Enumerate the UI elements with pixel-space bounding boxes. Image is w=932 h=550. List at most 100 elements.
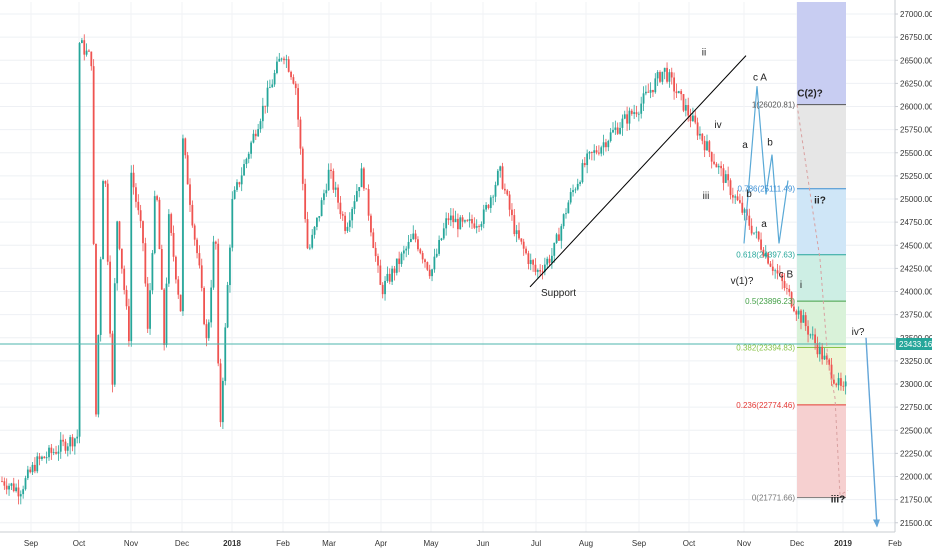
candle: [605, 138, 607, 152]
candle: [344, 211, 346, 235]
candle: [285, 54, 288, 69]
candle: [358, 187, 361, 198]
candle: [673, 72, 675, 100]
candle: [304, 178, 307, 223]
projection-arrowhead-icon: [873, 519, 880, 528]
support-line[interactable]: [529, 55, 747, 288]
candle: [238, 181, 241, 188]
candle: [607, 139, 610, 152]
candle: [45, 451, 48, 464]
candle: [273, 69, 276, 87]
candle: [668, 69, 671, 88]
candle: [757, 231, 760, 242]
candle: [588, 151, 591, 160]
wave-path[interactable]: [743, 86, 789, 244]
candle: [630, 108, 633, 116]
candle: [818, 342, 821, 362]
candle: [548, 254, 551, 267]
candle: [88, 49, 90, 52]
candle: [38, 453, 41, 466]
candle: [649, 82, 652, 99]
candle: [177, 276, 180, 299]
fib-zones: [797, 2, 846, 499]
wave-label: c A: [753, 73, 767, 84]
candle: [802, 309, 805, 323]
x-tick-label: Sep: [632, 539, 647, 548]
candle: [814, 328, 816, 350]
candle: [804, 312, 807, 331]
candle: [283, 56, 285, 65]
candle: [522, 238, 525, 256]
candle: [186, 151, 189, 185]
candle: [261, 97, 264, 129]
candle: [595, 145, 598, 155]
candle: [492, 194, 495, 206]
candle: [386, 266, 389, 283]
y-tick-label: 25000.00: [900, 195, 932, 204]
candle: [62, 434, 64, 447]
candle: [395, 258, 398, 276]
candle: [252, 129, 255, 144]
x-tick-label: 2019: [834, 539, 852, 548]
y-tick-label: 22750.00: [900, 403, 932, 412]
candle: [734, 194, 737, 204]
candle: [565, 208, 567, 219]
candle: [539, 264, 542, 276]
candle: [71, 434, 74, 452]
fib-level-label: 0.5(23896.23): [745, 297, 795, 306]
candle: [276, 56, 278, 75]
candle: [562, 213, 565, 229]
candle: [811, 326, 814, 340]
candle: [205, 319, 208, 347]
candle: [172, 225, 175, 262]
candle: [320, 197, 323, 217]
candle: [341, 211, 344, 221]
candle: [769, 260, 772, 268]
candle: [179, 294, 182, 312]
x-tick-label: 2018: [223, 539, 241, 548]
candle: [431, 268, 433, 282]
candle: [800, 309, 802, 330]
candle: [619, 122, 621, 135]
candle: [189, 178, 191, 212]
candle: [468, 212, 471, 228]
candle: [426, 261, 429, 272]
candle: [363, 166, 365, 191]
candle: [654, 73, 657, 94]
candle: [271, 79, 274, 88]
candle: [240, 167, 243, 192]
candle: [410, 234, 412, 243]
candle: [466, 219, 469, 222]
wave-label: iv: [714, 120, 721, 131]
candle: [50, 444, 53, 460]
x-tick-label: Aug: [579, 539, 593, 548]
candle: [647, 83, 650, 93]
candle: [184, 137, 187, 159]
projection-arrow[interactable]: [865, 337, 878, 527]
candle: [487, 204, 490, 210]
candle: [308, 244, 311, 251]
fib-zone: [797, 404, 846, 498]
y-tick-label: 24750.00: [900, 218, 932, 227]
candle: [200, 258, 203, 292]
candle: [34, 457, 36, 474]
candle: [520, 238, 523, 245]
candle: [764, 245, 767, 259]
candle: [703, 135, 706, 158]
candle: [626, 106, 628, 131]
wave-label: b: [746, 189, 752, 200]
candle: [236, 179, 238, 192]
candle: [536, 268, 539, 279]
candle: [586, 149, 589, 174]
candle: [635, 105, 638, 118]
x-tick-label: Feb: [888, 539, 902, 548]
wave-label: ii: [702, 48, 706, 59]
candle: [85, 43, 88, 57]
fib-level-label: 0.236(22774.46): [736, 401, 795, 410]
candle: [786, 283, 788, 295]
x-tick-label: Feb: [276, 539, 290, 548]
candle: [572, 184, 574, 197]
candle: [29, 466, 32, 474]
candle: [327, 163, 330, 191]
